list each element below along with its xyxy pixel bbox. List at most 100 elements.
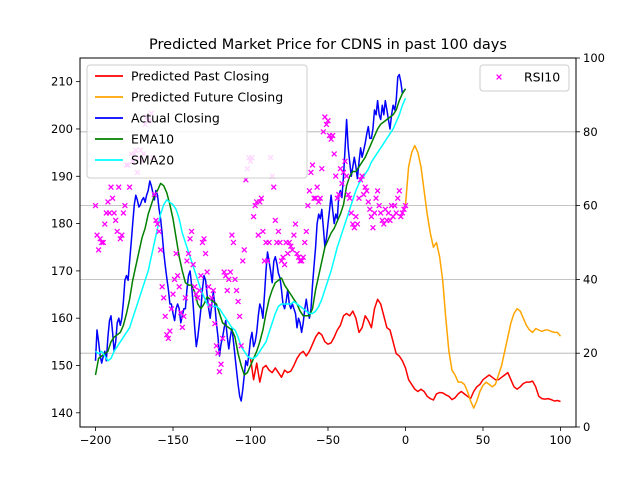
rsi10-point-124: [284, 250, 291, 257]
y2-tick-label-2: 40: [583, 272, 598, 286]
x-tick-label-5: 50: [476, 433, 491, 447]
rsi10-point-68: [198, 272, 204, 279]
y-tick-label-0: 140: [51, 406, 73, 420]
series-line-predicted-future-closing: [404, 144, 562, 409]
rsi10-point-168: [353, 213, 359, 220]
rsi10-point-57: [180, 313, 187, 320]
series-layer: [92, 73, 562, 409]
rsi10-point-93: [236, 313, 243, 320]
rsi10-point-14: [114, 228, 121, 235]
rsi10-point-199: [401, 206, 407, 213]
rsi10-point-78: [213, 342, 220, 349]
rsi10-point-38: [151, 191, 158, 198]
y2-tick-label-0: 0: [583, 420, 590, 434]
x-tick-label-2: −100: [235, 433, 267, 447]
rsi10-point-118: [275, 228, 282, 235]
x-tick-label-6: 100: [550, 433, 572, 447]
x-tick-label-4: 0: [402, 433, 409, 447]
rsi10-point-146: [318, 165, 325, 172]
rsi10-point-60: [185, 250, 192, 257]
rsi10-point-12: [111, 210, 117, 216]
rsi10-point-143: [314, 184, 321, 191]
rsi10-point-121: [280, 254, 286, 261]
rsi10-point-138: [306, 187, 313, 194]
rsi10-point-135: [301, 239, 308, 246]
rsi10-point-144: [315, 199, 322, 205]
rsi10-point-48: [167, 328, 173, 334]
rsi10-point-18: [120, 210, 127, 216]
rsi10-point-79: [215, 350, 221, 357]
legend-label-4: SMA20: [131, 153, 174, 168]
rsi10-point-47: [165, 335, 172, 342]
rsi10-point-159: [339, 180, 345, 187]
rsi10-point-154: [331, 151, 338, 157]
rsi10-point-52: [173, 250, 179, 257]
y-tick-label-2: 160: [51, 311, 73, 325]
rsi10-point-88: [229, 232, 235, 238]
rsi10-point-43: [159, 283, 166, 290]
rsi10-point-75: [208, 294, 215, 301]
y-axis-right: 0 20 40 60 80 100: [576, 51, 605, 434]
legend-label-2: Actual Closing: [131, 111, 220, 126]
rsi10-point-197: [397, 213, 404, 220]
rsi10-point-74: [207, 302, 214, 309]
rsi10-point-140: [309, 162, 316, 168]
rsi10-point-2: [95, 247, 102, 253]
rsi10-point-179: [370, 224, 376, 231]
rsi10-point-44: [160, 294, 167, 301]
x-axis: −200 −150 −100 −50 0 50 100: [80, 427, 572, 447]
rsi10-point-175: [363, 187, 370, 194]
rsi10-point-17: [118, 232, 125, 238]
legend-left: Predicted Past Closing Predicted Future C…: [86, 64, 308, 179]
rsi10-point-177: [366, 206, 373, 213]
rsi10-point-5: [100, 239, 107, 246]
y2-tick-label-3: 60: [583, 199, 598, 213]
rsi10-point-87: [227, 269, 234, 275]
rsi10-point-66: [194, 294, 201, 301]
y2-tick-label-5: 100: [583, 51, 605, 65]
rsi10-point-80: [216, 368, 223, 375]
rsi10-point-181: [373, 195, 379, 202]
rsi10-point-198: [399, 210, 406, 216]
rsi10-point-0: [92, 202, 99, 209]
rsi10-point-171: [357, 176, 364, 183]
rsi10-point-125: [286, 239, 293, 246]
rsi10-point-83: [221, 269, 228, 275]
rsi10-point-193: [391, 202, 398, 209]
rsi10-point-128: [291, 232, 297, 238]
rsi10-point-119: [277, 239, 283, 246]
rsi10-point-76: [210, 287, 217, 294]
rsi10-point-116: [272, 217, 279, 224]
rsi10-point-16: [117, 235, 124, 242]
rsi10-point-82: [219, 335, 226, 342]
rsi10-point-58: [182, 294, 189, 301]
rsi10-point-174: [362, 184, 369, 191]
y2-tick-label-4: 80: [583, 125, 598, 139]
legend-right-box: [479, 64, 570, 92]
rsi10-point-184: [377, 210, 384, 216]
rsi10-point-64: [191, 283, 198, 290]
rsi10-point-176: [365, 199, 372, 205]
rsi10-point-10: [108, 184, 114, 191]
rsi10-point-164: [346, 195, 353, 202]
rsi10-point-8: [105, 199, 111, 205]
rsi10-point-61: [187, 235, 193, 242]
rsi10-point-86: [225, 276, 232, 283]
rsi10-point-130: [294, 250, 300, 257]
rsi10-point-95: [239, 258, 246, 264]
rsi10-point-165: [348, 210, 355, 216]
rsi10-point-72: [204, 269, 210, 275]
rsi10-point-77: [211, 320, 218, 327]
rsi10-point-106: [256, 199, 263, 205]
y-tick-label-7: 210: [51, 75, 73, 89]
rsi10-point-59: [184, 258, 190, 264]
rsi10-point-90: [232, 276, 238, 283]
rsi10-point-180: [371, 210, 378, 216]
rsi10-point-11: [109, 195, 116, 202]
x-tick-label-3: −50: [316, 433, 340, 447]
rsi10-point-45: [162, 313, 169, 320]
rsi10-point-141: [311, 195, 317, 202]
rsi10-point-122: [281, 261, 288, 268]
chart-title: Predicted Market Price for CDNS in past …: [149, 37, 507, 53]
